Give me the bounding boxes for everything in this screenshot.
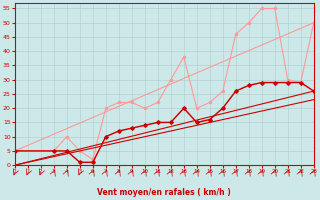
X-axis label: Vent moyen/en rafales ( km/h ): Vent moyen/en rafales ( km/h )	[97, 188, 231, 197]
